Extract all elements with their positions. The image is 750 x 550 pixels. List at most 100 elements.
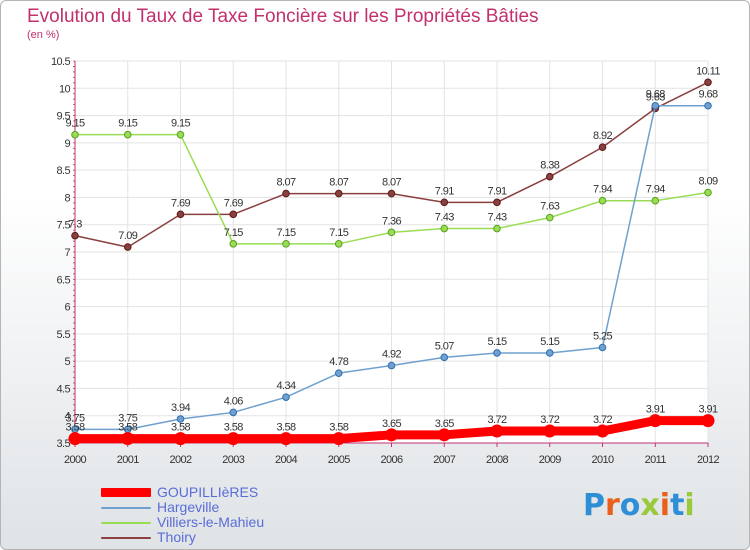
data-label-hargeville: 4.06 — [224, 395, 243, 407]
data-label-hargeville: 3.75 — [118, 412, 137, 424]
data-label-thoiry: 9.63 — [646, 91, 665, 103]
data-label-villiers-le-mahieu: 7.94 — [593, 184, 612, 196]
data-label-hargeville: 4.34 — [276, 380, 295, 392]
y-tick-label: 5 — [64, 356, 70, 368]
y-tick-label: 10 — [59, 83, 71, 95]
data-point-goupillieres — [385, 428, 398, 442]
data-point-goupillieres — [121, 432, 135, 446]
data-point-goupillieres — [332, 432, 346, 446]
data-label-hargeville: 4.92 — [382, 349, 401, 361]
data-label-goupillieres: 3.65 — [382, 418, 401, 430]
data-point-villiers-le-mahieu — [545, 213, 554, 222]
data-label-villiers-le-mahieu: 7.36 — [382, 215, 401, 227]
data-point-villiers-le-mahieu — [334, 240, 343, 248]
y-tick-label: 3.5 — [57, 438, 71, 450]
data-point-thoiry — [334, 189, 343, 198]
data-label-hargeville: 9.68 — [698, 89, 717, 101]
data-point-hargeville — [229, 408, 238, 417]
data-label-villiers-le-mahieu: 7.94 — [646, 184, 665, 196]
data-label-hargeville: 5.07 — [435, 340, 454, 352]
y-tick-label: 8.5 — [57, 165, 71, 177]
data-point-thoiry — [598, 143, 607, 152]
data-point-goupillieres — [437, 428, 451, 442]
data-point-villiers-le-mahieu — [387, 228, 396, 237]
data-label-goupillieres: 3.58 — [171, 422, 190, 434]
legend-label-villiers-le-mahieu: Villiers-le-Mahieu — [157, 514, 265, 530]
data-label-thoiry: 8.07 — [329, 177, 348, 189]
x-tick-label: 2007 — [433, 454, 456, 466]
x-tick-label: 2004 — [275, 454, 298, 466]
data-label-hargeville: 5.25 — [593, 331, 612, 343]
data-label-hargeville: 5.15 — [487, 336, 506, 348]
data-point-villiers-le-mahieu — [598, 196, 607, 205]
data-label-goupillieres: 3.72 — [593, 414, 612, 426]
legend-swatch-villiers-le-mahieu — [101, 522, 151, 524]
x-tick-label: 2011 — [645, 454, 667, 466]
y-tick-label: 6.5 — [57, 274, 71, 286]
data-point-hargeville — [440, 353, 449, 362]
y-tick-label: 8 — [64, 192, 70, 204]
x-tick-label: 2005 — [328, 454, 351, 466]
data-point-thoiry — [71, 231, 79, 240]
data-label-villiers-le-mahieu: 7.63 — [540, 201, 559, 213]
data-label-thoiry: 7.69 — [171, 197, 190, 209]
logo-letter: r — [605, 488, 620, 523]
data-label-villiers-le-mahieu: 8.09 — [698, 176, 717, 188]
data-point-villiers-le-mahieu — [71, 130, 79, 139]
data-point-thoiry — [282, 189, 290, 198]
x-tick-label: 2003 — [222, 454, 245, 466]
data-label-hargeville: 9.68 — [646, 89, 665, 101]
legend-swatch-goupillieres — [101, 488, 151, 497]
x-tick-label: 2000 — [64, 454, 87, 466]
x-tick-label: 2006 — [380, 454, 403, 466]
data-label-villiers-le-mahieu: 7.43 — [435, 212, 454, 224]
data-point-hargeville — [282, 393, 290, 401]
data-point-thoiry — [387, 189, 396, 198]
data-point-goupillieres — [490, 424, 504, 438]
data-point-villiers-le-mahieu — [123, 130, 132, 139]
data-label-thoiry: 7.3 — [68, 219, 82, 231]
data-point-thoiry — [493, 198, 501, 207]
logo-letter: t — [670, 488, 685, 523]
data-point-thoiry — [704, 78, 712, 87]
data-label-villiers-le-mahieu: 7.15 — [276, 227, 295, 239]
chart-unit-label: (en %) — [27, 29, 60, 41]
data-label-goupillieres: 3.58 — [329, 422, 348, 434]
data-point-goupillieres — [279, 432, 293, 446]
data-label-goupillieres: 3.58 — [118, 422, 137, 434]
data-point-thoiry — [440, 198, 449, 207]
data-label-thoiry: 8.38 — [540, 160, 559, 172]
data-point-hargeville — [598, 343, 607, 352]
x-tick-label: 2001 — [117, 454, 140, 466]
data-label-goupillieres: 3.58 — [276, 422, 295, 434]
data-label-villiers-le-mahieu: 9.15 — [118, 118, 137, 130]
data-point-goupillieres — [648, 414, 662, 428]
data-point-goupillieres — [68, 432, 82, 446]
data-label-goupillieres: 3.91 — [698, 404, 717, 416]
data-point-goupillieres — [543, 424, 557, 438]
x-tick-label: 2010 — [591, 454, 614, 466]
data-label-goupillieres: 3.58 — [224, 422, 243, 434]
data-label-hargeville: 5.15 — [540, 336, 559, 348]
y-tick-label: 5.5 — [57, 329, 71, 341]
y-tick-label: 10.5 — [51, 56, 70, 68]
data-point-hargeville — [387, 361, 396, 370]
data-label-thoiry: 8.07 — [382, 177, 401, 189]
y-tick-label: 4 — [64, 411, 70, 423]
data-point-hargeville — [493, 349, 501, 357]
logo-letter: o — [619, 488, 641, 523]
logo-letter: i — [684, 488, 695, 523]
y-tick-label: 6 — [64, 302, 70, 314]
data-point-villiers-le-mahieu — [493, 224, 501, 233]
data-label-hargeville: 4.78 — [329, 356, 348, 368]
data-point-hargeville — [651, 101, 660, 110]
data-point-hargeville — [704, 101, 712, 110]
x-tick-label: 2008 — [486, 454, 509, 466]
data-point-goupillieres — [596, 424, 609, 438]
data-point-villiers-le-mahieu — [651, 196, 660, 205]
data-label-goupillieres: 3.58 — [65, 422, 84, 434]
data-label-thoiry: 7.69 — [224, 197, 243, 209]
x-tick-label: 2012 — [697, 454, 720, 466]
data-label-villiers-le-mahieu: 9.15 — [171, 118, 190, 130]
